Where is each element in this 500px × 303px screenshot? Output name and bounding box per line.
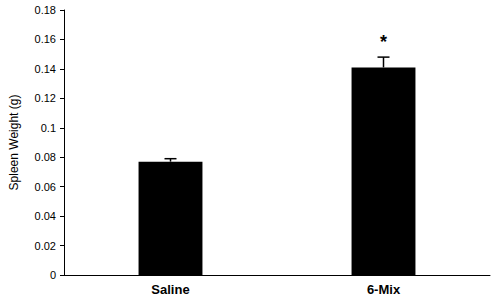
svg-text:0: 0	[50, 269, 56, 281]
svg-text:0.1: 0.1	[41, 122, 56, 134]
svg-text:0.14: 0.14	[35, 63, 56, 75]
svg-text:0.06: 0.06	[35, 181, 56, 193]
svg-text:0.08: 0.08	[35, 151, 56, 163]
svg-text:0.18: 0.18	[35, 4, 56, 16]
svg-text:0.16: 0.16	[35, 33, 56, 45]
svg-text:0.12: 0.12	[35, 92, 56, 104]
svg-text:Saline: Saline	[151, 282, 189, 297]
svg-text:0.04: 0.04	[35, 210, 56, 222]
svg-text:*: *	[380, 32, 387, 52]
svg-text:6-Mix: 6-Mix	[367, 282, 401, 297]
svg-text:0.02: 0.02	[35, 240, 56, 252]
svg-text:Spleen Weight (g): Spleen Weight (g)	[7, 95, 21, 191]
